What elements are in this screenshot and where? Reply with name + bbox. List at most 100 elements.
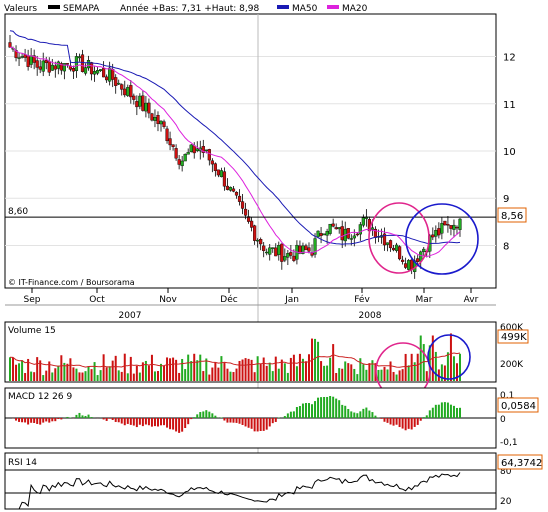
macd-bar xyxy=(383,418,386,422)
volume-bar xyxy=(30,371,33,381)
volume-bar xyxy=(323,365,326,381)
macd-bar xyxy=(419,418,422,421)
rsi-last-label: 64,3742 xyxy=(501,458,542,469)
candle-body xyxy=(156,115,160,124)
candle-body xyxy=(99,69,103,72)
volume-bar xyxy=(407,365,410,381)
volume-bars xyxy=(9,333,461,381)
volume-bar xyxy=(123,353,126,381)
macd-bar xyxy=(129,418,132,425)
volume-bar xyxy=(389,361,392,381)
macd-bar xyxy=(48,418,51,423)
volume-bar xyxy=(398,370,401,381)
volume-bar xyxy=(362,364,365,381)
macd-bar xyxy=(286,413,289,418)
macd-bar xyxy=(120,418,123,424)
macd-bar xyxy=(178,418,181,433)
candle-body xyxy=(219,170,224,178)
volume-bar xyxy=(413,362,416,381)
macd-bar xyxy=(359,411,362,418)
credit-text: © IT-Finance.com / Boursorama xyxy=(8,278,135,287)
candle-body xyxy=(401,259,405,262)
macd-bar xyxy=(27,418,30,425)
macd-bar xyxy=(156,418,159,427)
macd-bar xyxy=(90,417,93,418)
volume-bar xyxy=(286,372,289,381)
candle-body xyxy=(422,248,426,252)
macd-bar xyxy=(111,418,114,420)
candle-body xyxy=(331,223,335,227)
candle-body xyxy=(213,163,217,171)
candle-body xyxy=(180,160,184,167)
candle-body xyxy=(286,253,290,258)
macd-bar xyxy=(33,418,36,423)
candle-body xyxy=(114,77,118,86)
volume-bar xyxy=(320,361,323,381)
ma50-swatch xyxy=(277,5,289,9)
ma50-line xyxy=(9,30,461,245)
volume-bar xyxy=(48,361,51,381)
macd-bar xyxy=(410,418,413,430)
candle-body xyxy=(274,247,278,257)
candle-body xyxy=(446,224,450,226)
macd-bar xyxy=(196,414,199,418)
macd-bar xyxy=(211,413,214,418)
volume-bar xyxy=(338,368,341,381)
candle-body xyxy=(443,220,447,226)
candle-body xyxy=(77,56,82,59)
macd-bar xyxy=(36,418,39,424)
volume-bar xyxy=(238,360,241,381)
volume-bar xyxy=(326,365,329,381)
volume-bar xyxy=(169,358,172,381)
volume-bar xyxy=(356,374,359,381)
macd-bar xyxy=(169,418,172,430)
volume-bar xyxy=(190,361,193,381)
volume-bar xyxy=(81,372,84,381)
macd-bar xyxy=(395,418,398,425)
candle-body xyxy=(440,223,444,234)
macd-bar xyxy=(150,418,153,427)
volume-bar xyxy=(341,368,344,381)
candle-body xyxy=(53,65,57,70)
volume-bar xyxy=(36,357,39,381)
macd-bar xyxy=(401,418,404,429)
candle-body xyxy=(86,60,91,69)
candle-body xyxy=(204,149,208,152)
volume-bar xyxy=(99,370,102,381)
macd-bar xyxy=(298,406,301,418)
volume-bar xyxy=(39,360,42,381)
candle-body xyxy=(56,61,60,69)
candle-body xyxy=(141,95,145,111)
macd-bar xyxy=(141,418,144,427)
month-label: Déc xyxy=(220,294,237,305)
month-label: Sep xyxy=(24,295,41,305)
candle-body xyxy=(153,117,157,121)
volume-bar xyxy=(223,362,226,381)
candle-body xyxy=(283,256,287,261)
macd-bar xyxy=(163,418,166,426)
macd-label: MACD 12 26 9 xyxy=(8,392,72,402)
macd-bar xyxy=(223,418,226,421)
candle-body xyxy=(192,145,196,154)
macd-bar xyxy=(160,418,163,426)
price-y-tick: 8 xyxy=(503,241,509,252)
candle-body xyxy=(349,238,353,240)
candle-body xyxy=(195,148,199,151)
volume-bar xyxy=(383,366,386,381)
candle-body xyxy=(277,245,281,255)
candle-body xyxy=(410,259,414,270)
macd-bar xyxy=(66,416,69,418)
volume-bar xyxy=(153,371,156,381)
macd-bar xyxy=(307,403,310,418)
volume-bar xyxy=(268,362,271,381)
volume-bar xyxy=(241,359,244,381)
macd-bar xyxy=(187,418,190,425)
volume-bar xyxy=(132,373,135,381)
candle-body xyxy=(216,169,220,176)
macd-bar xyxy=(126,418,129,424)
volume-bar xyxy=(33,372,36,381)
candle-body xyxy=(117,82,121,85)
macd-bar xyxy=(295,407,298,418)
volume-bar xyxy=(144,360,147,381)
macd-bar xyxy=(368,410,371,418)
